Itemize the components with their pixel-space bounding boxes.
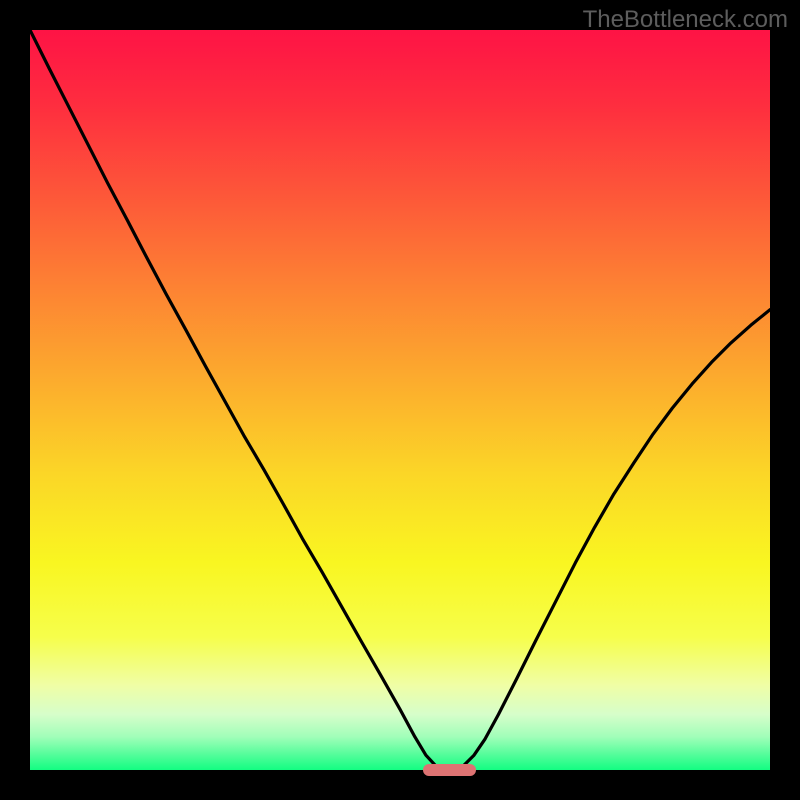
bottom-marker [423,764,476,776]
chart-plot-area [30,30,770,770]
chart-svg [30,30,770,770]
gradient-background [30,30,770,770]
watermark-text: TheBottleneck.com [583,6,788,34]
